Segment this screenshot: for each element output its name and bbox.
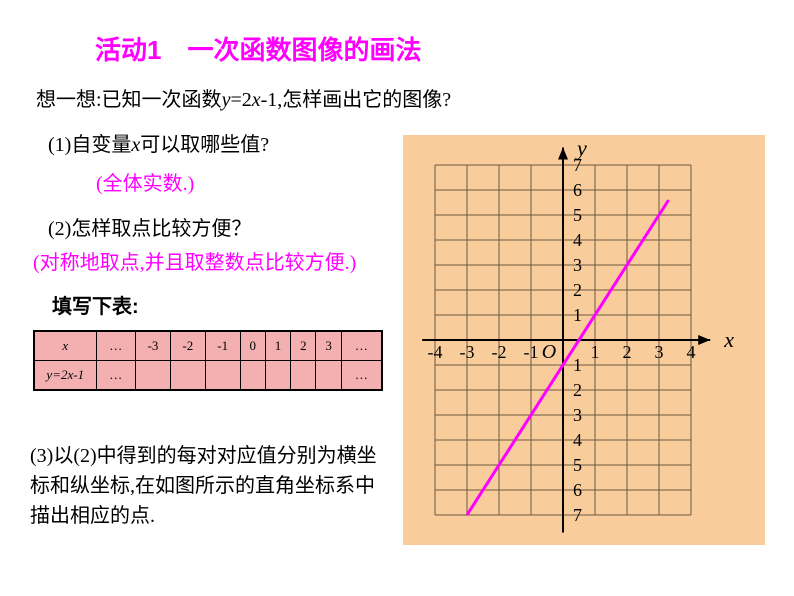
coordinate-graph: -4-3-2-1123412345671234567Oxy — [403, 135, 765, 545]
table-cell: … — [341, 331, 382, 361]
table-cell — [205, 361, 240, 391]
svg-text:2: 2 — [573, 380, 582, 400]
answer-2: (对称地取点,并且取整数点比较方便.) — [33, 246, 356, 275]
question-1: (1)自变量x可以取哪些值? — [48, 128, 269, 157]
fill-table-label: 填写下表: — [52, 290, 139, 319]
activity-title: 活动1 一次函数图像的画法 — [95, 30, 421, 67]
svg-text:5: 5 — [573, 455, 582, 475]
prompt-x: x — [252, 89, 261, 111]
svg-text:4: 4 — [573, 230, 582, 250]
q1-tail: 可以取哪些值? — [140, 134, 269, 156]
table-cell — [316, 361, 341, 391]
svg-text:7: 7 — [573, 505, 582, 525]
svg-text:x: x — [723, 327, 734, 352]
answer-1: (全体实数.) — [96, 167, 194, 196]
q1-label: (1)自变量 — [48, 134, 131, 156]
prompt-text: 想一想:已知一次函数y=2x-1,怎样画出它的图像? — [36, 83, 451, 112]
svg-text:5: 5 — [573, 205, 582, 225]
prompt-eq: =2 — [230, 89, 251, 111]
svg-text:6: 6 — [573, 480, 582, 500]
graph-svg: -4-3-2-1123412345671234567Oxy — [403, 135, 765, 545]
svg-text:2: 2 — [623, 342, 632, 362]
svg-text:-2: -2 — [492, 342, 507, 362]
question-3: (3)以(2)中得到的每对对应值分别为横坐标和纵坐标,在如图所示的直角坐标系中描… — [30, 441, 390, 531]
svg-text:1: 1 — [573, 355, 582, 375]
table-cell: … — [341, 361, 382, 391]
question-2: (2)怎样取点比较方便？ — [48, 212, 251, 241]
prompt-tail: -1,怎样画出它的图像? — [261, 89, 452, 111]
row-head-x: x — [34, 331, 96, 361]
table-cell — [291, 361, 316, 391]
svg-text:2: 2 — [573, 280, 582, 300]
table-cell: … — [96, 331, 136, 361]
svg-text:3: 3 — [573, 255, 582, 275]
q1-var: x — [131, 134, 140, 156]
svg-text:-3: -3 — [460, 342, 475, 362]
prompt-pre: 想一想:已知一次函数 — [36, 89, 222, 111]
svg-text:4: 4 — [573, 430, 582, 450]
table-cell: 2 — [291, 331, 316, 361]
svg-text:-4: -4 — [428, 342, 443, 362]
svg-text:y: y — [575, 136, 587, 161]
svg-text:6: 6 — [573, 180, 582, 200]
svg-text:-1: -1 — [524, 342, 539, 362]
svg-text:O: O — [542, 341, 556, 363]
row-head-y: y=2x-1 — [34, 361, 96, 391]
table-cell — [240, 361, 265, 391]
svg-text:3: 3 — [655, 342, 664, 362]
table-row-y: y=2x-1 … … — [34, 361, 382, 391]
table-cell: -3 — [136, 331, 171, 361]
table-cell: … — [96, 361, 136, 391]
table-cell: -1 — [205, 331, 240, 361]
svg-text:1: 1 — [591, 342, 600, 362]
svg-text:3: 3 — [573, 405, 582, 425]
table-cell: 1 — [265, 331, 290, 361]
table-cell — [265, 361, 290, 391]
table-cell: 3 — [316, 331, 341, 361]
table-row-x: x … -3 -2 -1 0 1 2 3 … — [34, 331, 382, 361]
table-cell — [136, 361, 171, 391]
svg-text:4: 4 — [687, 342, 696, 362]
table-cell — [170, 361, 205, 391]
table-cell: -2 — [170, 331, 205, 361]
svg-text:1: 1 — [573, 305, 582, 325]
table-cell: 0 — [240, 331, 265, 361]
value-table: x … -3 -2 -1 0 1 2 3 … y=2x-1 … … — [33, 330, 383, 391]
